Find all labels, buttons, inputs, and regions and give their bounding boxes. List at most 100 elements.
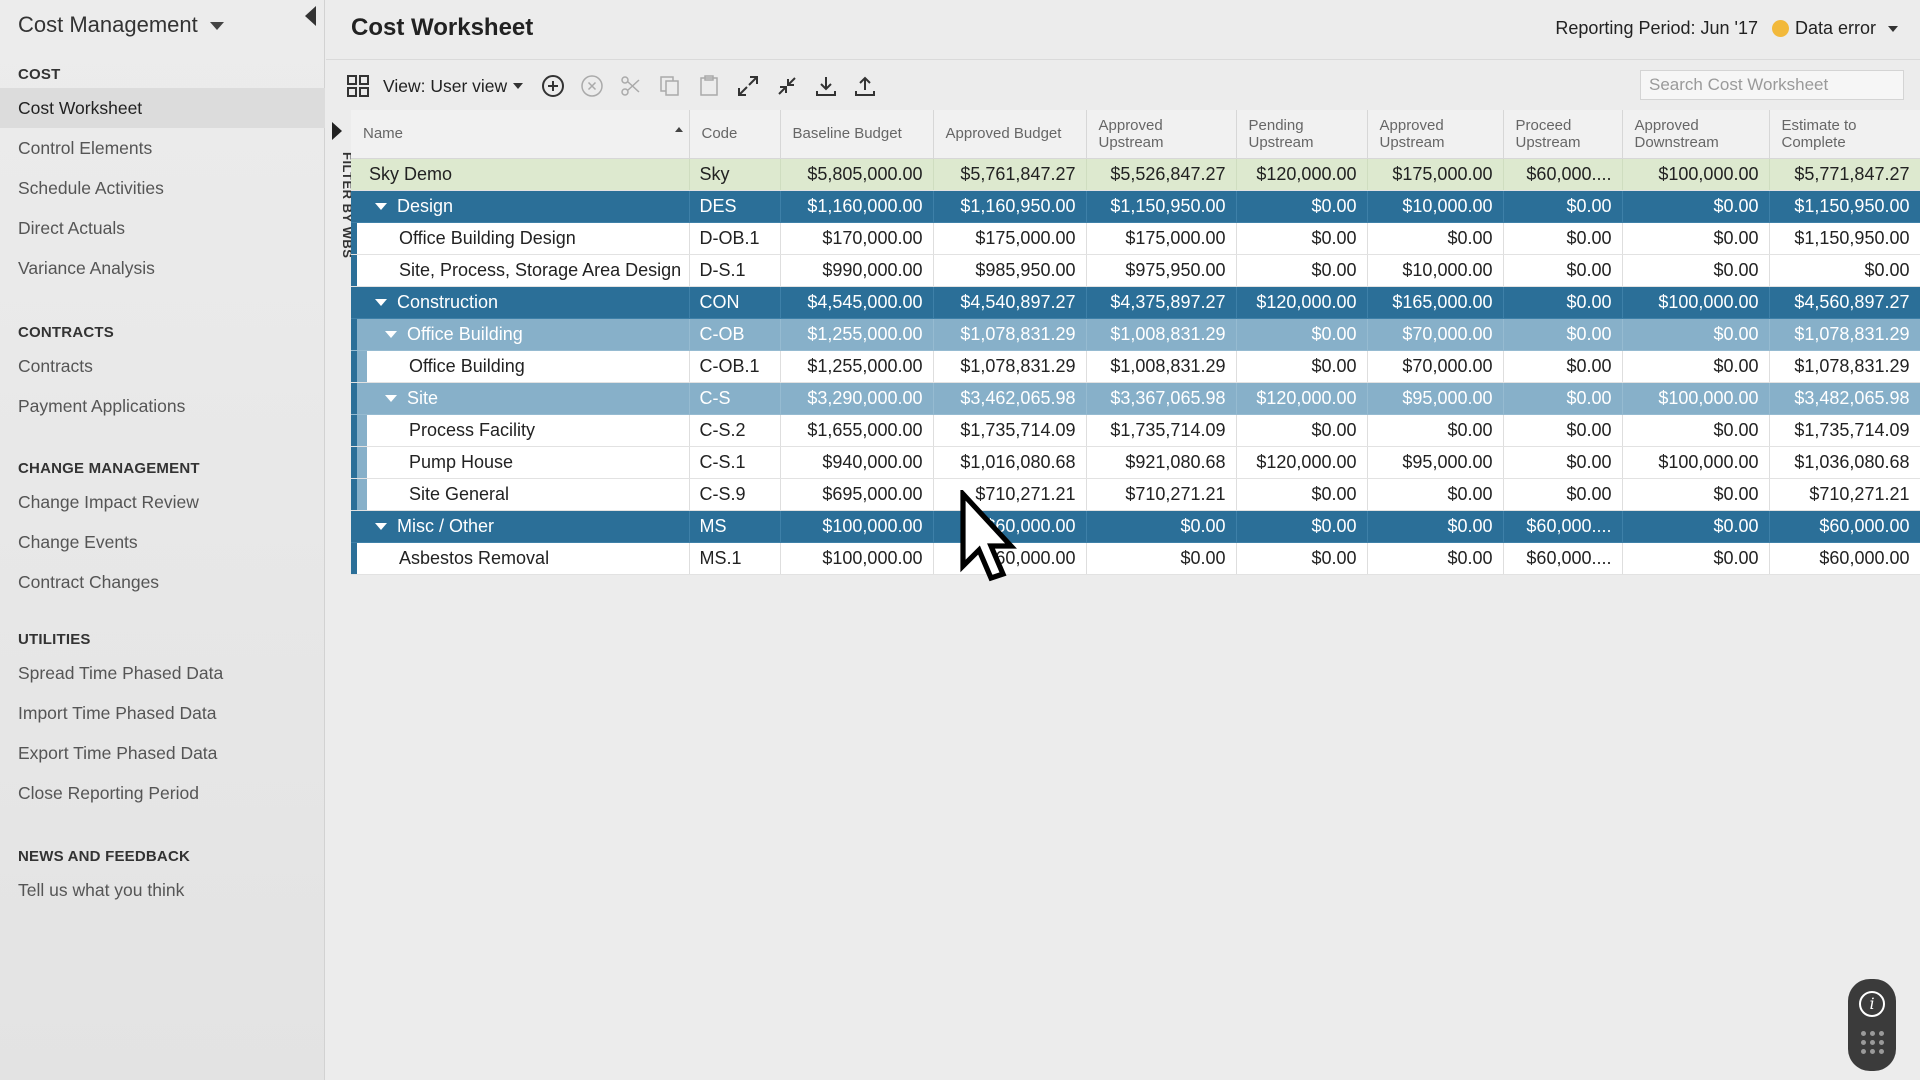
name-cell[interactable]: Office Building Design (351, 222, 690, 255)
column-header[interactable]: Approved Downstream (1622, 110, 1770, 159)
expand-toggle-icon[interactable] (375, 522, 387, 530)
code-cell[interactable]: MS (689, 510, 781, 543)
sidebar-item-close-reporting-period[interactable]: Close Reporting Period (18, 783, 199, 803)
code-cell[interactable]: D-S.1 (689, 254, 781, 287)
sidebar-item-import-time-phased-data[interactable]: Import Time Phased Data (18, 703, 217, 723)
collapse-sidebar-icon[interactable] (305, 6, 316, 26)
name-cell[interactable]: Sky Demo (351, 158, 690, 191)
column-header[interactable]: Approved Budget (933, 110, 1087, 159)
value-cell[interactable]: $0.00 (1236, 478, 1368, 511)
column-header[interactable]: Approved Upstream (1086, 110, 1237, 159)
table-row[interactable]: Site, Process, Storage Area Design D-S.1 $… (351, 254, 1920, 287)
expand-toggle-icon[interactable] (385, 330, 397, 338)
chevron-down-icon[interactable] (1888, 25, 1898, 32)
value-cell[interactable]: $60,000.00 (933, 542, 1087, 575)
value-cell[interactable]: $0.00 (1503, 190, 1623, 223)
code-cell[interactable]: C-S.1 (689, 446, 781, 479)
value-cell[interactable]: $0.00 (1622, 222, 1770, 255)
value-cell[interactable]: $100,000.00 (1622, 158, 1770, 191)
app-switcher[interactable]: Cost Management (18, 10, 316, 40)
expand-toggle-icon[interactable] (385, 394, 397, 402)
value-cell[interactable]: $1,255,000.00 (780, 318, 934, 351)
value-cell[interactable]: $0.00 (1236, 350, 1368, 383)
column-header[interactable]: Proceed Upstream (1503, 110, 1623, 159)
expand-filter-icon[interactable] (332, 122, 342, 140)
value-cell[interactable]: $70,000.00 (1367, 350, 1504, 383)
table-row[interactable]: Construction CON $4,545,000.00 $4,540,897.2… (351, 286, 1920, 319)
table-row[interactable]: Pump House C-S.1 $940,000.00 $1,016,080.68 $… (351, 446, 1920, 479)
sidebar-item-payment-applications[interactable]: Payment Applications (18, 396, 186, 416)
value-cell[interactable]: $4,540,897.27 (933, 286, 1087, 319)
value-cell[interactable]: $0.00 (1367, 542, 1504, 575)
value-cell[interactable]: $4,375,897.27 (1086, 286, 1237, 319)
sort-ascending-icon[interactable] (674, 127, 683, 132)
code-cell[interactable]: C-S.9 (689, 478, 781, 511)
table-row[interactable]: Design DES $1,160,000.00 $1,160,950.00 $1,15… (351, 190, 1920, 223)
value-cell[interactable]: $1,150,950.00 (1769, 222, 1920, 255)
sidebar-item-spread-time-phased-data[interactable]: Spread Time Phased Data (18, 663, 224, 683)
value-cell[interactable]: $4,545,000.00 (780, 286, 934, 319)
table-row[interactable]: Misc / Other MS $100,000.00 $60,000.00 $0.00… (351, 510, 1920, 543)
code-cell[interactable]: C-OB.1 (689, 350, 781, 383)
table-row[interactable]: Process Facility C-S.2 $1,655,000.00 $1,735… (351, 414, 1920, 447)
value-cell[interactable]: $3,367,065.98 (1086, 382, 1237, 415)
value-cell[interactable]: $95,000.00 (1367, 382, 1504, 415)
expand-icon[interactable] (734, 72, 762, 100)
value-cell[interactable]: $1,735,714.09 (1086, 414, 1237, 447)
value-cell[interactable]: $1,655,000.00 (780, 414, 934, 447)
value-cell[interactable]: $0.00 (1622, 414, 1770, 447)
value-cell[interactable]: $0.00 (1503, 318, 1623, 351)
name-cell[interactable]: Office Building (351, 318, 690, 351)
sidebar-item-change-events[interactable]: Change Events (18, 532, 138, 552)
value-cell[interactable]: $710,271.21 (933, 478, 1087, 511)
name-cell[interactable]: Design (351, 190, 690, 223)
value-cell[interactable]: $10,000.00 (1367, 190, 1504, 223)
value-cell[interactable]: $60,000.00 (1769, 542, 1920, 575)
name-cell[interactable]: Process Facility (351, 414, 690, 447)
value-cell[interactable]: $100,000.00 (1622, 286, 1770, 319)
sidebar-item-variance-analysis[interactable]: Variance Analysis (18, 258, 155, 278)
info-icon[interactable]: i (1859, 991, 1885, 1017)
value-cell[interactable]: $0.00 (1503, 478, 1623, 511)
sidebar-item-tell-us-what-you-think[interactable]: Tell us what you think (18, 880, 185, 900)
upload-icon[interactable] (851, 72, 879, 100)
collapse-icon[interactable] (773, 72, 801, 100)
sidebar-item-control-elements[interactable]: Control Elements (18, 138, 153, 158)
table-row[interactable]: Site C-S $3,290,000.00 $3,462,065.98 $3,367,… (351, 382, 1920, 415)
value-cell[interactable]: $5,771,847.27 (1769, 158, 1920, 191)
value-cell[interactable]: $0.00 (1622, 478, 1770, 511)
value-cell[interactable]: $100,000.00 (1622, 446, 1770, 479)
code-cell[interactable]: MS.1 (689, 542, 781, 575)
status-dropdown[interactable]: Data error (1794, 18, 1876, 38)
table-row[interactable]: Site General C-S.9 $695,000.00 $710,271.21 $… (351, 478, 1920, 511)
code-cell[interactable]: C-OB (689, 318, 781, 351)
value-cell[interactable]: $0.00 (1503, 382, 1623, 415)
cut-icon[interactable] (617, 72, 645, 100)
sidebar-item-cost-worksheet[interactable]: Cost Worksheet (0, 88, 325, 128)
column-header[interactable]: Approved Upstream (1367, 110, 1504, 159)
value-cell[interactable]: $695,000.00 (780, 478, 934, 511)
value-cell[interactable]: $10,000.00 (1367, 254, 1504, 287)
value-cell[interactable]: $5,805,000.00 (780, 158, 934, 191)
table-row[interactable]: Office Building C-OB $1,255,000.00 $1,078,8… (351, 318, 1920, 351)
code-cell[interactable]: Sky (689, 158, 781, 191)
value-cell[interactable]: $1,036,080.68 (1769, 446, 1920, 479)
value-cell[interactable]: $4,560,897.27 (1769, 286, 1920, 319)
value-cell[interactable]: $0.00 (1086, 510, 1237, 543)
name-cell[interactable]: Site General (351, 478, 690, 511)
value-cell[interactable]: $0.00 (1367, 414, 1504, 447)
column-header[interactable]: Name (351, 110, 690, 159)
value-cell[interactable]: $1,008,831.29 (1086, 318, 1237, 351)
code-cell[interactable]: C-S.2 (689, 414, 781, 447)
value-cell[interactable]: $0.00 (1367, 478, 1504, 511)
value-cell[interactable]: $100,000.00 (780, 510, 934, 543)
value-cell[interactable]: $100,000.00 (1622, 382, 1770, 415)
value-cell[interactable]: $3,462,065.98 (933, 382, 1087, 415)
value-cell[interactable]: $60,000.... (1503, 542, 1623, 575)
value-cell[interactable]: $120,000.00 (1236, 158, 1368, 191)
value-cell[interactable]: $0.00 (1367, 222, 1504, 255)
value-cell[interactable]: $1,735,714.09 (1769, 414, 1920, 447)
value-cell[interactable]: $60,000.00 (933, 510, 1087, 543)
name-cell[interactable]: Asbestos Removal (351, 542, 690, 575)
code-cell[interactable]: D-OB.1 (689, 222, 781, 255)
